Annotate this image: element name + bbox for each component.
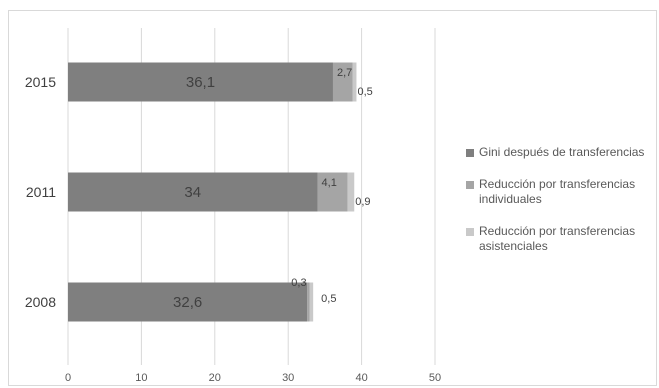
data-label: 0,9 xyxy=(355,196,370,208)
legend-item-individuales: Reducción por transferencias individuale… xyxy=(466,177,656,207)
legend-label-gini: Gini después de transferencias xyxy=(479,145,645,159)
legend-swatch-individuales xyxy=(466,181,474,189)
legend: Gini después de transferencias Reducción… xyxy=(466,145,656,271)
bar-segment-2008-s0 xyxy=(68,282,308,322)
bar-segment-2011-s1 xyxy=(317,172,348,212)
data-label: 0,3 xyxy=(291,277,306,289)
x-tick-label: 20 xyxy=(209,372,221,384)
bar-segment-2008-s2 xyxy=(309,282,314,322)
legend-item-gini: Gini después de transferencias xyxy=(466,145,656,160)
data-label: 0,5 xyxy=(357,86,372,98)
bar-segment-2015-s2 xyxy=(352,62,357,102)
x-tick-label: 30 xyxy=(282,372,294,384)
category-label: 2008 xyxy=(25,294,56,310)
bar-segment-2015-s0 xyxy=(68,62,333,102)
data-label: 0,5 xyxy=(321,293,336,305)
x-tick-label: 0 xyxy=(65,372,71,384)
x-tick-label: 40 xyxy=(355,372,367,384)
data-label: 4,1 xyxy=(322,177,337,189)
category-label: 2011 xyxy=(26,184,56,200)
legend-item-asistenciales: Reducción por transferencias asistencial… xyxy=(466,224,656,254)
legend-swatch-gini xyxy=(466,149,474,157)
data-label: 32,6 xyxy=(173,294,202,311)
legend-label-asistenciales: Reducción por transferencias asistencial… xyxy=(479,224,636,253)
legend-label-individuales: Reducción por transferencias individuale… xyxy=(479,177,636,206)
bar-segment-2008-s1 xyxy=(307,282,310,322)
bar-segment-2011-s2 xyxy=(347,172,355,212)
bar-segment-2015-s1 xyxy=(332,62,353,102)
data-label: 2,7 xyxy=(337,67,352,79)
category-label: 2015 xyxy=(25,74,56,90)
x-tick-label: 10 xyxy=(135,372,147,384)
chart-frame xyxy=(8,10,657,386)
data-label: 36,1 xyxy=(186,74,215,91)
bar-segment-2011-s0 xyxy=(68,172,318,212)
legend-swatch-asistenciales xyxy=(466,228,474,236)
data-label: 34 xyxy=(184,184,201,201)
x-tick-label: 50 xyxy=(429,372,441,384)
